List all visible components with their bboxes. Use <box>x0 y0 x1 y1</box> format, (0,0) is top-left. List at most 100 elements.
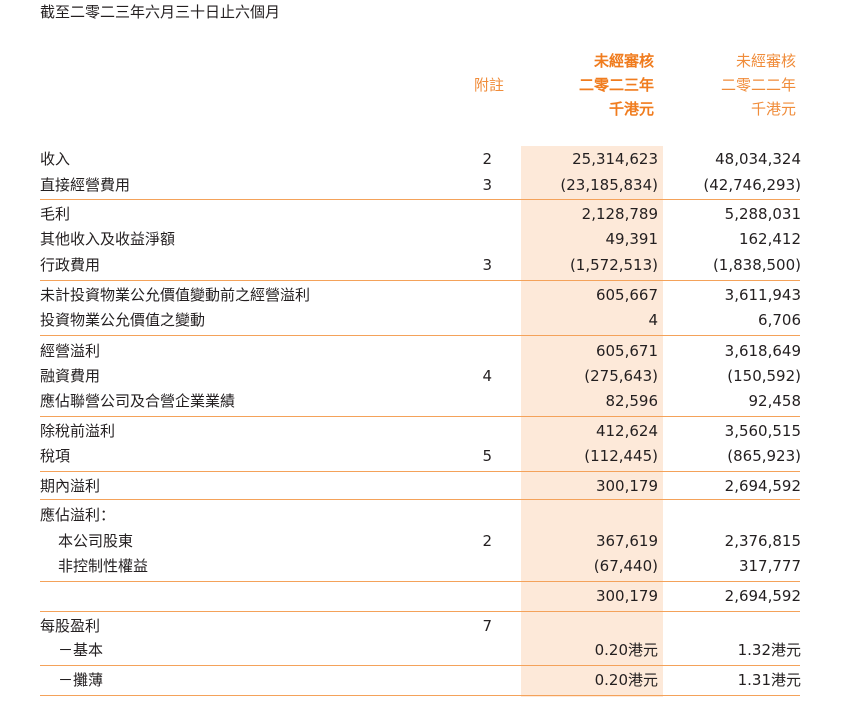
current-period-audit-status: 未經審核 <box>593 52 654 70</box>
note-column-header: 附註 <box>473 76 504 94</box>
table-row-other-income: 其他收入及收益淨額 49,391 162,412 <box>0 227 848 252</box>
section-divider <box>40 581 800 582</box>
row-current-value: 0.20港元 <box>594 671 658 689</box>
row-label: 其他收入及收益淨額 <box>40 230 176 248</box>
row-label: 本公司股東 <box>58 532 134 550</box>
row-current-value: (67,440) <box>593 557 658 575</box>
row-label: 非控制性權益 <box>58 557 149 575</box>
row-current-value: 605,667 <box>595 286 658 304</box>
table-row-revenue: 收入 2 25,314,623 48,034,324 <box>0 147 848 172</box>
section-divider <box>40 335 800 336</box>
row-current-value: 605,671 <box>595 342 658 360</box>
row-label: －基本 <box>58 641 104 659</box>
row-note: 7 <box>482 617 492 635</box>
table-row-operating-profit-before-fv: 未計投資物業公允價值變動前之經營溢利 605,667 3,611,943 <box>0 283 848 308</box>
current-period-year: 二零二三年 <box>578 76 654 94</box>
row-note: 2 <box>482 150 492 168</box>
row-previous-value: 3,618,649 <box>724 342 801 360</box>
previous-period-unit: 千港元 <box>750 100 796 118</box>
table-row-non-controlling-interests: 非控制性權益 (67,440) 317,777 <box>0 554 848 579</box>
table-row-eps-basic: －基本 0.20港元 1.32港元 <box>0 638 848 663</box>
row-previous-value: 3,560,515 <box>724 422 801 440</box>
row-current-value: 4 <box>648 311 658 329</box>
row-current-value: 2,128,789 <box>581 205 658 223</box>
row-current-value: 25,314,623 <box>572 150 658 168</box>
table-row-profit-before-tax: 除稅前溢利 412,624 3,560,515 <box>0 419 848 444</box>
table-row-fair-value-change: 投資物業公允價值之變動 4 6,706 <box>0 308 848 333</box>
row-previous-value: 2,376,815 <box>724 532 801 550</box>
row-label: －攤薄 <box>58 671 104 689</box>
previous-period-header: 未經審核 二零二二年 千港元 <box>668 49 796 121</box>
row-current-value: 367,619 <box>595 532 658 550</box>
row-previous-value: 2,694,592 <box>724 477 801 495</box>
row-current-value: 82,596 <box>605 392 659 410</box>
page-title: 截至二零二三年六月三十日止六個月 <box>40 3 281 21</box>
table-row-direct-operating-expenses: 直接經營費用 3 (23,185,834) (42,746,293) <box>0 173 848 198</box>
current-period-unit: 千港元 <box>608 100 654 118</box>
row-current-value: 49,391 <box>605 230 659 248</box>
row-current-value: (112,445) <box>584 447 658 465</box>
row-current-value: (23,185,834) <box>560 176 658 194</box>
row-label: 應佔溢利： <box>40 506 116 524</box>
row-previous-value: 2,694,592 <box>724 587 801 605</box>
section-divider <box>40 416 800 417</box>
row-label: 稅項 <box>40 447 71 465</box>
row-label: 投資物業公允價值之變動 <box>40 311 206 329</box>
row-label: 行政費用 <box>40 256 101 274</box>
row-label: 毛利 <box>40 205 71 223</box>
row-previous-value: 1.31港元 <box>737 671 801 689</box>
row-current-value: 300,179 <box>595 587 658 605</box>
table-row-earnings-per-share: 每股盈利 7 <box>0 614 848 639</box>
row-previous-value: (42,746,293) <box>703 176 801 194</box>
section-divider <box>40 665 800 666</box>
previous-period-audit-status: 未經審核 <box>735 52 796 70</box>
row-current-value: 0.20港元 <box>594 641 658 659</box>
table-row-attributable-total: 300,179 2,694,592 <box>0 584 848 609</box>
table-row-gross-profit: 毛利 2,128,789 5,288,031 <box>0 202 848 227</box>
row-note: 3 <box>482 256 492 274</box>
section-divider <box>40 499 800 500</box>
section-divider <box>40 280 800 281</box>
row-note: 5 <box>482 447 492 465</box>
row-previous-value: 92,458 <box>748 392 802 410</box>
row-current-value: (275,643) <box>584 367 658 385</box>
row-label: 收入 <box>40 150 71 168</box>
table-row-attributable-to: 應佔溢利： <box>0 503 848 528</box>
row-note: 4 <box>482 367 492 385</box>
row-note: 3 <box>482 176 492 194</box>
table-row-eps-diluted: －攤薄 0.20港元 1.31港元 <box>0 668 848 693</box>
row-previous-value: 162,412 <box>738 230 801 248</box>
row-previous-value: 48,034,324 <box>715 150 801 168</box>
table-row-profit-for-period: 期內溢利 300,179 2,694,592 <box>0 474 848 499</box>
row-current-value: (1,572,513) <box>569 256 658 274</box>
table-row-taxation: 稅項 5 (112,445) (865,923) <box>0 444 848 469</box>
row-previous-value: (150,592) <box>727 367 801 385</box>
section-divider <box>40 695 800 696</box>
table-row-operating-profit: 經營溢利 605,671 3,618,649 <box>0 339 848 364</box>
section-divider <box>40 611 800 612</box>
current-period-header: 未經審核 二零二三年 千港元 <box>521 49 654 121</box>
current-period-highlight <box>521 146 663 697</box>
section-divider <box>40 199 800 200</box>
row-note: 2 <box>482 532 492 550</box>
row-previous-value: 6,706 <box>758 311 801 329</box>
row-label: 期內溢利 <box>40 477 101 495</box>
table-row-administrative-expenses: 行政費用 3 (1,572,513) (1,838,500) <box>0 253 848 278</box>
row-label: 未計投資物業公允價值變動前之經營溢利 <box>40 286 311 304</box>
row-label: 除稅前溢利 <box>40 422 116 440</box>
table-row-finance-costs: 融資費用 4 (275,643) (150,592) <box>0 364 848 389</box>
row-label: 經營溢利 <box>40 342 101 360</box>
table-row-shareholders: 本公司股東 2 367,619 2,376,815 <box>0 529 848 554</box>
row-previous-value: 3,611,943 <box>724 286 801 304</box>
row-label: 應佔聯營公司及合營企業業績 <box>40 392 236 410</box>
row-previous-value: 5,288,031 <box>724 205 801 223</box>
row-label: 每股盈利 <box>40 617 101 635</box>
previous-period-year: 二零二二年 <box>720 76 796 94</box>
table-row-share-of-results: 應佔聯營公司及合營企業業績 82,596 92,458 <box>0 389 848 414</box>
section-divider <box>40 471 800 472</box>
row-previous-value: (865,923) <box>727 447 801 465</box>
row-current-value: 300,179 <box>595 477 658 495</box>
row-previous-value: 1.32港元 <box>737 641 801 659</box>
row-previous-value: 317,777 <box>738 557 801 575</box>
